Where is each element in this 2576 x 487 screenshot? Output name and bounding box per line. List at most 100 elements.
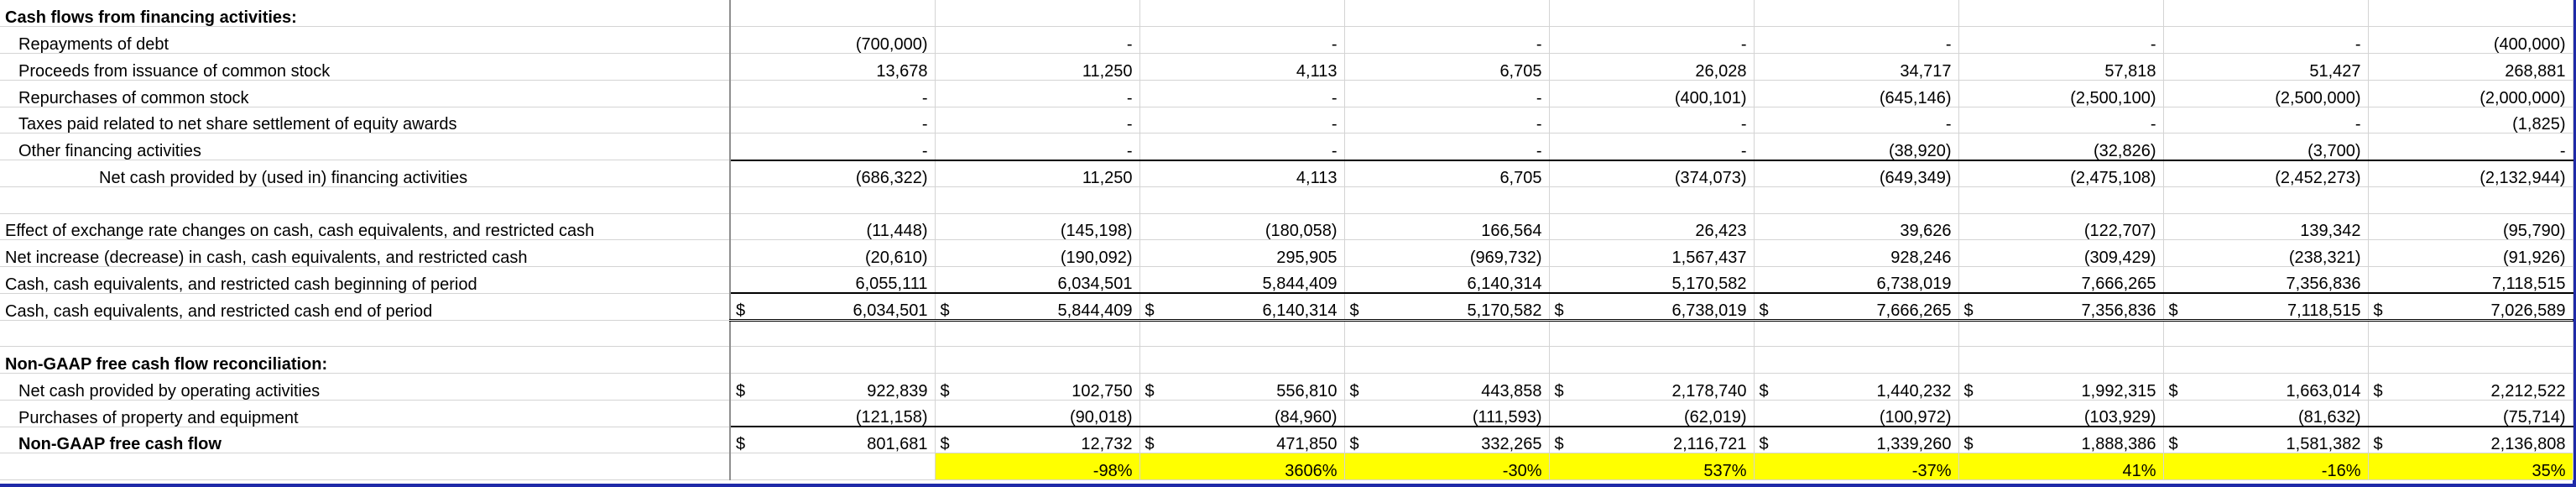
- value-cell[interactable]: -: [935, 80, 1140, 107]
- value-cell[interactable]: [935, 0, 1140, 28]
- value-cell[interactable]: [2163, 346, 2369, 374]
- row-label-cell[interactable]: Net increase (decrease) in cash, cash eq…: [0, 239, 731, 267]
- value-cell[interactable]: (649,349): [1754, 159, 1959, 187]
- value-cell[interactable]: (103,929): [1958, 400, 2164, 427]
- value-cell[interactable]: (374,073): [1549, 159, 1755, 187]
- value-cell[interactable]: $1,581,382: [2163, 426, 2369, 454]
- value-cell[interactable]: 4,113: [1139, 53, 1345, 81]
- value-cell[interactable]: -98%: [935, 453, 1140, 480]
- value-cell[interactable]: $2,178,740: [1549, 373, 1755, 401]
- value-cell[interactable]: $922,839: [730, 373, 936, 401]
- value-cell[interactable]: $2,136,808: [2368, 426, 2573, 454]
- value-cell[interactable]: 5,170,582: [1549, 266, 1755, 294]
- value-cell[interactable]: 6,705: [1344, 53, 1550, 81]
- value-cell[interactable]: [1344, 186, 1550, 214]
- value-cell[interactable]: 6,140,314: [1344, 266, 1550, 294]
- value-cell[interactable]: -: [1139, 107, 1345, 134]
- value-cell[interactable]: [1344, 0, 1550, 28]
- value-cell[interactable]: 13,678: [730, 53, 936, 81]
- value-cell[interactable]: (2,000,000): [2368, 80, 2573, 107]
- value-cell[interactable]: [1549, 346, 1755, 374]
- value-cell[interactable]: [1958, 320, 2164, 348]
- value-cell[interactable]: 7,356,836: [2163, 266, 2369, 294]
- value-cell[interactable]: $332,265: [1344, 426, 1550, 454]
- value-cell[interactable]: [730, 0, 936, 28]
- value-cell[interactable]: -: [1139, 26, 1345, 54]
- value-cell[interactable]: -: [730, 107, 936, 134]
- value-cell[interactable]: [935, 346, 1140, 374]
- value-cell[interactable]: (969,732): [1344, 239, 1550, 267]
- value-cell[interactable]: -: [2163, 107, 2369, 134]
- value-cell[interactable]: (238,321): [2163, 239, 2369, 267]
- value-cell[interactable]: 139,342: [2163, 213, 2369, 241]
- value-cell[interactable]: [1139, 320, 1345, 348]
- value-cell[interactable]: 4,113: [1139, 159, 1345, 187]
- value-cell[interactable]: [2368, 186, 2573, 214]
- value-cell[interactable]: -37%: [1754, 453, 1959, 480]
- value-cell[interactable]: -: [1549, 107, 1755, 134]
- value-cell[interactable]: [730, 320, 936, 348]
- value-cell[interactable]: $2,212,522: [2368, 373, 2573, 401]
- value-cell[interactable]: $801,681: [730, 426, 936, 454]
- value-cell[interactable]: $6,034,501: [730, 292, 936, 322]
- value-cell[interactable]: (91,926): [2368, 239, 2573, 267]
- value-cell[interactable]: $443,858: [1344, 373, 1550, 401]
- value-cell[interactable]: $7,118,515: [2163, 292, 2369, 322]
- value-cell[interactable]: [2368, 346, 2573, 374]
- value-cell[interactable]: [2163, 186, 2369, 214]
- row-label-cell[interactable]: Cash, cash equivalents, and restricted c…: [0, 293, 731, 321]
- value-cell[interactable]: (122,707): [1958, 213, 2164, 241]
- value-cell[interactable]: [2368, 0, 2573, 28]
- value-cell[interactable]: (400,000): [2368, 26, 2573, 54]
- value-cell[interactable]: [2163, 320, 2369, 348]
- row-label-cell[interactable]: Proceeds from issuance of common stock: [0, 53, 731, 81]
- value-cell[interactable]: $5,844,409: [935, 292, 1140, 322]
- value-cell[interactable]: [2368, 320, 2573, 348]
- value-cell[interactable]: -: [935, 107, 1140, 134]
- value-cell[interactable]: [1754, 346, 1959, 374]
- value-cell[interactable]: [1139, 186, 1345, 214]
- value-cell[interactable]: -16%: [2163, 453, 2369, 480]
- value-cell[interactable]: 6,055,111: [730, 266, 936, 294]
- value-cell[interactable]: 34,717: [1754, 53, 1959, 81]
- value-cell[interactable]: 41%: [1958, 453, 2164, 480]
- value-cell[interactable]: $6,140,314: [1139, 292, 1345, 322]
- value-cell[interactable]: 7,118,515: [2368, 266, 2573, 294]
- row-label-cell[interactable]: Taxes paid related to net share settleme…: [0, 107, 731, 134]
- value-cell[interactable]: (100,972): [1754, 400, 1959, 427]
- value-cell[interactable]: -: [2163, 26, 2369, 54]
- value-cell[interactable]: $556,810: [1139, 373, 1345, 401]
- row-label-cell[interactable]: Other financing activities: [0, 133, 731, 160]
- value-cell[interactable]: -: [1139, 133, 1345, 160]
- row-label-cell[interactable]: Repurchases of common stock: [0, 80, 731, 107]
- value-cell[interactable]: (75,714): [2368, 400, 2573, 427]
- value-cell[interactable]: [730, 346, 936, 374]
- value-cell[interactable]: $7,356,836: [1958, 292, 2164, 322]
- value-cell[interactable]: (2,132,944): [2368, 159, 2573, 187]
- row-label-cell[interactable]: Effect of exchange rate changes on cash,…: [0, 213, 731, 241]
- value-cell[interactable]: [1958, 0, 2164, 28]
- value-cell[interactable]: -: [935, 26, 1140, 54]
- value-cell[interactable]: $471,850: [1139, 426, 1345, 454]
- value-cell[interactable]: 3606%: [1139, 453, 1345, 480]
- value-cell[interactable]: (90,018): [935, 400, 1140, 427]
- value-cell[interactable]: -: [1958, 107, 2164, 134]
- value-cell[interactable]: (190,092): [935, 239, 1140, 267]
- value-cell[interactable]: [1139, 346, 1345, 374]
- value-cell[interactable]: [935, 186, 1140, 214]
- value-cell[interactable]: $12,732: [935, 426, 1140, 454]
- value-cell[interactable]: 51,427: [2163, 53, 2369, 81]
- value-cell[interactable]: (111,593): [1344, 400, 1550, 427]
- value-cell[interactable]: (32,826): [1958, 133, 2164, 160]
- value-cell[interactable]: -: [1549, 26, 1755, 54]
- value-cell[interactable]: 537%: [1549, 453, 1755, 480]
- value-cell[interactable]: [935, 320, 1140, 348]
- value-cell[interactable]: (180,058): [1139, 213, 1345, 241]
- value-cell[interactable]: [1549, 320, 1755, 348]
- value-cell[interactable]: (2,500,100): [1958, 80, 2164, 107]
- value-cell[interactable]: 295,905: [1139, 239, 1345, 267]
- value-cell[interactable]: $6,738,019: [1549, 292, 1755, 322]
- value-cell[interactable]: 11,250: [935, 53, 1140, 81]
- value-cell[interactable]: $1,663,014: [2163, 373, 2369, 401]
- value-cell[interactable]: 7,666,265: [1958, 266, 2164, 294]
